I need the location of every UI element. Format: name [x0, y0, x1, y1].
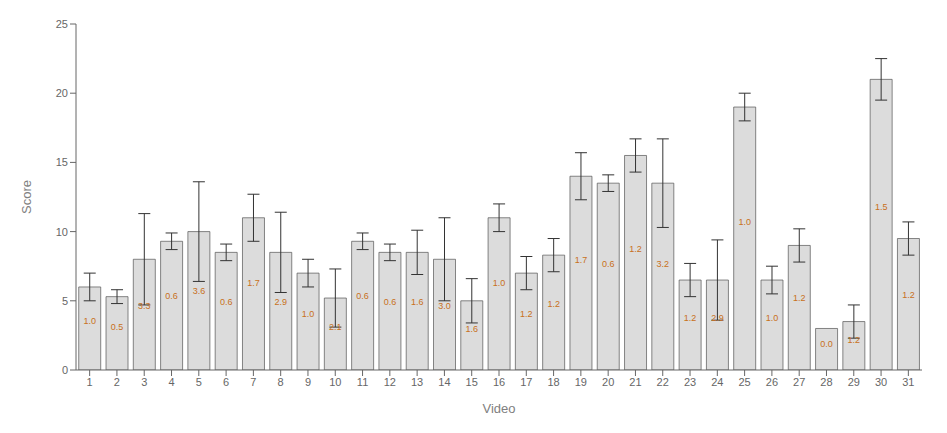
svg-text:0.6: 0.6	[220, 297, 233, 307]
svg-text:1.2: 1.2	[684, 313, 697, 323]
svg-text:1.2: 1.2	[848, 335, 861, 345]
svg-text:1.6: 1.6	[466, 324, 479, 334]
svg-text:0.5: 0.5	[111, 322, 124, 332]
svg-text:10: 10	[329, 376, 341, 388]
svg-text:28: 28	[820, 376, 832, 388]
svg-text:0.6: 0.6	[165, 291, 178, 301]
svg-text:10: 10	[56, 226, 68, 238]
svg-text:12: 12	[384, 376, 396, 388]
svg-text:19: 19	[575, 376, 587, 388]
svg-text:9: 9	[305, 376, 311, 388]
svg-text:21: 21	[629, 376, 641, 388]
svg-text:3.3: 3.3	[138, 301, 151, 311]
svg-text:3.0: 3.0	[438, 301, 451, 311]
svg-text:1.5: 1.5	[875, 202, 888, 212]
svg-text:3.2: 3.2	[657, 259, 670, 269]
svg-text:1.6: 1.6	[411, 297, 424, 307]
svg-text:3.6: 3.6	[193, 286, 206, 296]
svg-text:25: 25	[56, 18, 68, 30]
svg-text:20: 20	[602, 376, 614, 388]
svg-text:0.6: 0.6	[602, 259, 615, 269]
svg-text:1.2: 1.2	[547, 299, 560, 309]
svg-text:1.0: 1.0	[738, 217, 751, 227]
svg-text:11: 11	[357, 376, 368, 388]
svg-text:1.0: 1.0	[493, 278, 506, 288]
svg-text:0.0: 0.0	[820, 339, 833, 349]
svg-text:4: 4	[168, 376, 174, 388]
svg-text:1.7: 1.7	[575, 255, 588, 265]
svg-text:20: 20	[56, 87, 68, 99]
svg-text:18: 18	[547, 376, 559, 388]
svg-text:22: 22	[657, 376, 669, 388]
svg-text:5: 5	[196, 376, 202, 388]
svg-text:1.2: 1.2	[902, 290, 915, 300]
svg-text:2.9: 2.9	[711, 313, 724, 323]
svg-text:1.7: 1.7	[247, 278, 260, 288]
svg-text:14: 14	[438, 376, 450, 388]
svg-text:29: 29	[848, 376, 860, 388]
svg-text:1.0: 1.0	[83, 316, 96, 326]
svg-text:7: 7	[250, 376, 256, 388]
svg-text:Score: Score	[19, 180, 34, 214]
svg-text:2.9: 2.9	[275, 297, 288, 307]
svg-text:15: 15	[466, 376, 478, 388]
svg-text:13: 13	[411, 376, 423, 388]
svg-text:16: 16	[493, 376, 505, 388]
svg-text:17: 17	[520, 376, 532, 388]
svg-text:Video: Video	[482, 401, 515, 416]
svg-text:1.0: 1.0	[302, 309, 315, 319]
svg-text:0.6: 0.6	[384, 297, 397, 307]
svg-text:23: 23	[684, 376, 696, 388]
svg-text:15: 15	[56, 156, 68, 168]
svg-text:30: 30	[875, 376, 887, 388]
svg-text:8: 8	[278, 376, 284, 388]
svg-text:27: 27	[793, 376, 805, 388]
svg-text:24: 24	[711, 376, 723, 388]
svg-text:1.2: 1.2	[520, 309, 533, 319]
svg-text:26: 26	[766, 376, 778, 388]
svg-text:1.2: 1.2	[629, 244, 642, 254]
svg-text:6: 6	[223, 376, 229, 388]
svg-text:25: 25	[738, 376, 750, 388]
svg-text:1: 1	[87, 376, 93, 388]
svg-text:2: 2	[114, 376, 120, 388]
svg-text:5: 5	[62, 295, 68, 307]
svg-text:2.1: 2.1	[329, 322, 342, 332]
svg-text:3: 3	[141, 376, 147, 388]
svg-text:0: 0	[62, 364, 68, 376]
svg-text:1.0: 1.0	[766, 313, 779, 323]
svg-text:31: 31	[902, 376, 914, 388]
svg-text:1.2: 1.2	[793, 293, 806, 303]
svg-text:0.6: 0.6	[356, 291, 369, 301]
